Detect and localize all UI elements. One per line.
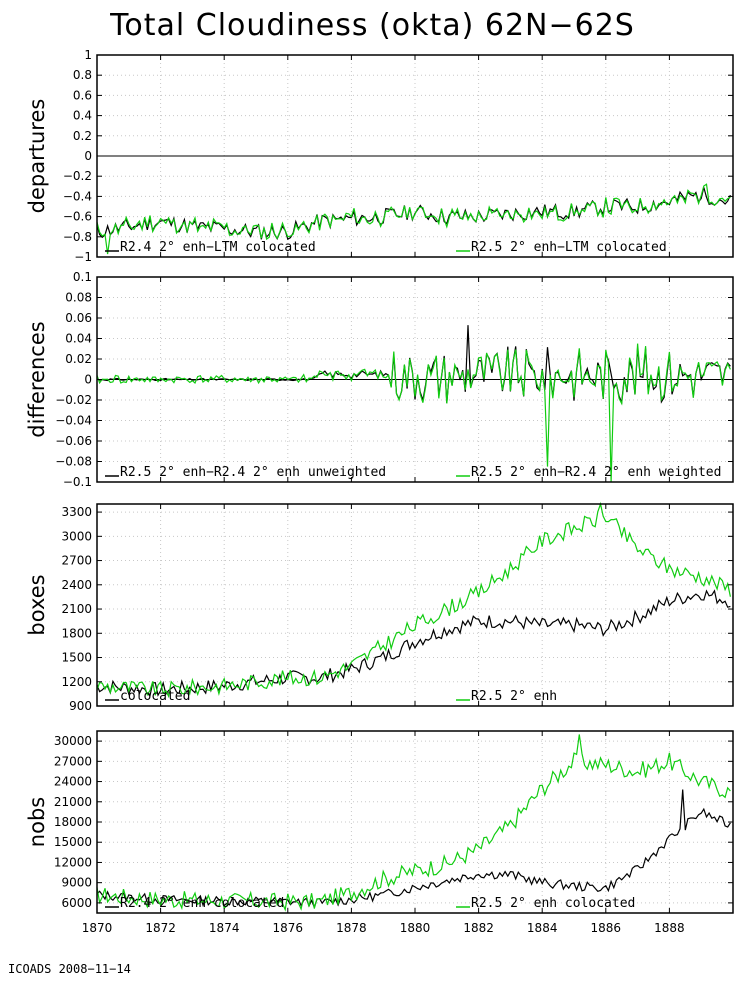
legend-label: R2.5 2° enh [471,689,557,704]
y-tick-label: 2400 [61,578,92,592]
series-line-green [96,183,731,255]
series-line-black [96,187,731,241]
y-tick-label: 0 [84,373,92,387]
y-tick-label: 9000 [61,876,92,890]
y-tick-label: 15000 [54,835,92,849]
y-tick-label: −0.06 [55,434,92,448]
y-axis-label: departures [25,99,49,214]
y-tick-label: 0.2 [73,129,92,143]
legend-label: R2.5 2° enh−LTM colocated [471,240,667,255]
x-tick-label: 1880 [400,921,431,935]
y-tick-label: 2100 [61,602,92,616]
series-line-black [96,789,731,910]
chart-title: Total Cloudiness (okta) 62N−62S [110,8,635,43]
y-tick-label: 12000 [54,855,92,869]
series-line-black [96,589,731,697]
legend-label: R2.5 2° enh−R2.4 2° enh weighted [471,465,721,480]
x-tick-label: 1878 [336,921,367,935]
y-tick-label: 1500 [61,651,92,665]
y-tick-label: 0.08 [65,291,92,305]
y-tick-label: −0.02 [55,393,92,407]
y-tick-label: 0.04 [65,332,92,346]
x-tick-label: 1872 [145,921,176,935]
y-tick-label: 0.06 [65,311,92,325]
y-tick-label: 900 [69,699,92,713]
series-line-green [96,501,731,699]
legend-label: R2.4 2° enh−LTM colocated [120,240,316,255]
y-tick-label: 2700 [61,554,92,568]
y-tick-label: −0.2 [63,169,92,183]
x-tick-label: 1888 [654,921,685,935]
y-tick-label: 18000 [54,815,92,829]
x-tick-label: 1884 [527,921,558,935]
x-tick-label: 1886 [591,921,622,935]
y-tick-label: 3000 [61,529,92,543]
y-tick-label: 1200 [61,675,92,689]
series-line-green [96,734,731,912]
y-tick-label: 0.4 [73,109,92,123]
y-tick-label: 1 [84,48,92,62]
y-tick-label: −0.8 [63,230,92,244]
y-tick-label: −0.1 [63,475,92,489]
y-tick-label: −0.04 [55,414,92,428]
y-tick-label: 3300 [61,505,92,519]
y-tick-label: 6000 [61,896,92,910]
y-axis-label: differences [25,321,49,437]
legend-label: colocated [120,689,190,704]
y-tick-label: −0.4 [63,189,92,203]
y-tick-label: 0.1 [73,270,92,284]
legend-label: R2.4 2° enh colocated [120,896,284,911]
y-axis-label: boxes [25,574,49,635]
y-tick-label: −1 [74,250,92,264]
series-line-green [96,343,731,483]
y-tick-label: 0.6 [73,88,92,102]
x-tick-label: 1876 [273,921,304,935]
legend-label: R2.5 2° enh colocated [471,896,635,911]
y-tick-label: 0 [84,149,92,163]
y-tick-label: 1800 [61,626,92,640]
y-tick-label: 21000 [54,795,92,809]
y-tick-label: 27000 [54,754,92,768]
y-tick-label: 0.8 [73,68,92,82]
y-tick-label: 24000 [54,775,92,789]
footer-date: ICOADS 2008−11−14 [8,962,131,976]
y-tick-label: −0.6 [63,210,92,224]
x-tick-label: 1882 [463,921,494,935]
x-tick-label: 1874 [209,921,240,935]
x-tick-label: 1870 [82,921,113,935]
y-tick-label: 30000 [54,734,92,748]
y-tick-label: −0.08 [55,455,92,469]
y-axis-label: nobs [25,797,49,847]
y-tick-label: 0.02 [65,352,92,366]
legend-label: R2.5 2° enh−R2.4 2° enh unweighted [120,465,386,480]
